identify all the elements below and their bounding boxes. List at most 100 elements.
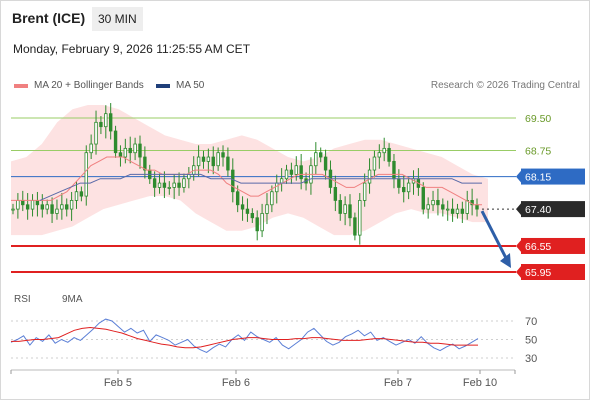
candle-body	[445, 208, 450, 211]
x-tick-label: Feb 10	[463, 377, 497, 389]
level-text: 68.75	[525, 146, 551, 158]
timeframe-button[interactable]: 30 MIN	[92, 7, 143, 31]
bollinger-band	[11, 105, 488, 236]
candle-body	[397, 178, 401, 188]
level-text: 67.40	[525, 204, 551, 216]
candle-body	[450, 208, 455, 214]
candle-body	[245, 208, 250, 214]
candle-body	[69, 200, 74, 210]
candle-body	[426, 204, 430, 210]
candle-body	[143, 156, 147, 171]
candle-body	[475, 204, 479, 210]
candle-body	[421, 187, 425, 210]
candle-body	[460, 208, 465, 214]
candle-body	[372, 156, 377, 171]
candle-body	[299, 165, 303, 180]
level-label-68.75: 68.75	[525, 146, 551, 158]
candle-body	[216, 152, 220, 167]
candle-body	[333, 187, 338, 201]
candle-body	[240, 204, 245, 210]
level-label-65.95: 65.95	[516, 264, 585, 280]
level-label-67.40: 67.40	[516, 201, 585, 218]
legend-9ma: 9MA	[62, 294, 83, 305]
candle-body	[275, 182, 279, 193]
level-tag-arrow	[516, 169, 522, 184]
candle-body	[319, 152, 323, 158]
chart-timestamp: Monday, February 9, 2026 11:25:55 AM CET	[13, 42, 251, 56]
ma20-label: MA 20 + Bollinger Bands	[34, 80, 144, 91]
level-label-69.50: 69.50	[525, 113, 551, 125]
candle-body	[16, 200, 20, 210]
candle-body	[84, 152, 88, 197]
ma50-line	[39, 173, 482, 201]
level-text: 65.95	[525, 267, 551, 279]
candle-body	[177, 182, 181, 188]
rsi-line	[10, 318, 479, 353]
candle-body	[270, 191, 274, 206]
candle-body	[279, 178, 284, 184]
candle-body	[11, 208, 15, 211]
candle-body	[89, 143, 93, 154]
candle-body	[55, 208, 59, 214]
candle-body	[441, 204, 445, 210]
candle-body	[348, 204, 352, 219]
candle-body	[21, 200, 25, 206]
candle-body	[167, 187, 171, 189]
candle-body	[231, 169, 235, 193]
level-tag-arrow	[516, 202, 522, 217]
candle-body	[50, 204, 54, 214]
ma50-label: MA 50	[176, 80, 205, 91]
candle-body	[60, 204, 64, 210]
candle-body	[157, 182, 162, 188]
forecast-arrow-shaft	[480, 210, 510, 263]
level-text: 69.50	[525, 113, 551, 125]
candle-body	[377, 152, 382, 158]
candle-body	[118, 152, 123, 158]
candle-body	[294, 165, 298, 175]
level-label-68.15: 68.15	[516, 168, 585, 185]
candle-body	[196, 156, 201, 167]
candle-body	[133, 143, 137, 154]
candle-body	[74, 191, 79, 201]
ma50-swatch	[156, 83, 170, 88]
ma20-line	[11, 156, 482, 206]
candle-body	[25, 204, 30, 210]
candle-body	[40, 204, 45, 210]
candle-body	[289, 169, 294, 175]
level-tag	[521, 168, 585, 185]
candle-body	[172, 182, 176, 188]
candle-body	[79, 191, 84, 197]
candle-body	[94, 121, 98, 145]
ma9-label: 9MA	[62, 294, 83, 305]
x-tick-label: Feb 6	[222, 377, 250, 389]
candle-body	[362, 182, 367, 201]
level-tag-arrow	[516, 238, 522, 253]
candle-body	[138, 143, 142, 158]
candle-body	[30, 200, 35, 210]
x-tick-label: Feb 7	[384, 377, 412, 389]
candle-body	[392, 160, 396, 180]
candle-body	[45, 204, 49, 210]
candle-body	[250, 213, 255, 219]
candle-body	[211, 156, 215, 167]
candle-body	[108, 113, 113, 132]
candle-body	[387, 147, 391, 162]
candle-body	[382, 147, 386, 154]
candle-body	[182, 178, 186, 188]
candle-body	[235, 191, 240, 206]
candle-body	[152, 178, 157, 188]
candle-body	[113, 130, 118, 154]
level-tag	[521, 237, 585, 254]
candle-body	[436, 200, 440, 206]
candle-body	[104, 113, 108, 128]
legend-ma50: MA 50	[156, 80, 204, 91]
candle-body	[406, 182, 411, 193]
candle-body	[255, 217, 259, 232]
candle-body	[455, 208, 460, 214]
level-tag	[521, 264, 585, 280]
candle-body	[260, 213, 264, 232]
candle-body	[323, 156, 328, 171]
candle-body	[431, 200, 435, 206]
candle-body	[226, 156, 230, 171]
rsi-tick-50: 50	[525, 335, 537, 347]
